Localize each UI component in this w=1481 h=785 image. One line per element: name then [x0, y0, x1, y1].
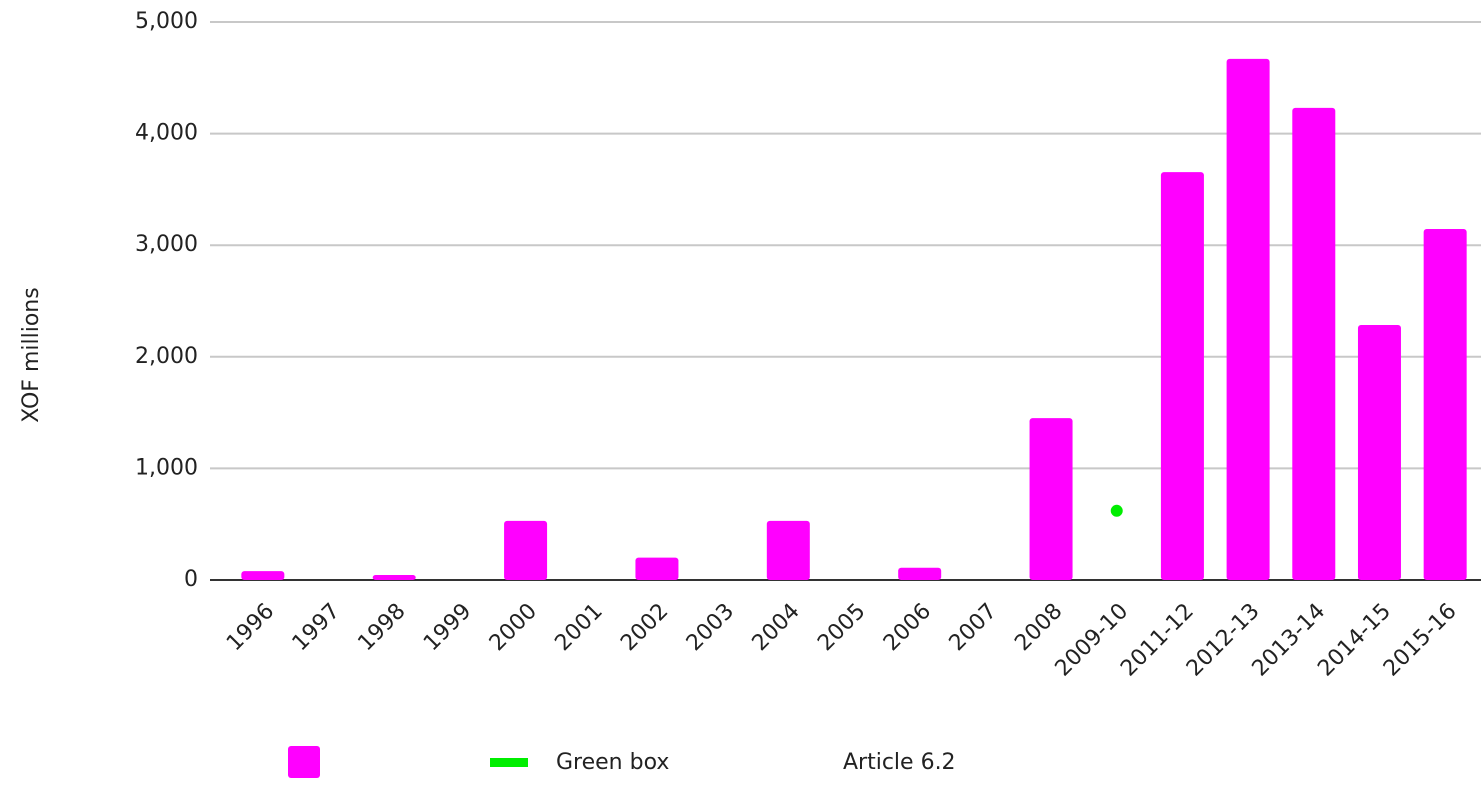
x-tick-label: 1996: [222, 599, 279, 656]
x-tick-label: 1998: [353, 599, 410, 656]
x-tick-label: 1997: [288, 599, 345, 656]
x-tick-label: 2005: [813, 599, 870, 656]
x-tick-label: 2008: [1010, 599, 1067, 656]
y-tick-label: 2,000: [135, 344, 198, 369]
x-tick-label: 1999: [419, 599, 476, 656]
x-tick-label: 2006: [879, 599, 936, 656]
legend-swatch: [490, 758, 528, 767]
bar: [635, 557, 679, 580]
x-tick-label: 2007: [945, 599, 1002, 656]
legend-label: Article 6.2: [843, 750, 956, 775]
y-tick-label: 4,000: [135, 121, 198, 146]
bar: [1160, 172, 1204, 581]
x-tick-label: 2000: [485, 599, 542, 656]
x-tick-label: 2003: [682, 599, 739, 656]
legend-swatch: [288, 746, 320, 778]
y-tick-label: 3,000: [135, 232, 198, 257]
bar: [241, 571, 285, 580]
bar: [1226, 58, 1270, 580]
y-tick-label: 1,000: [135, 455, 198, 480]
bar: [1423, 229, 1467, 580]
bar: [504, 520, 548, 580]
bar: [372, 574, 416, 580]
bar: [1029, 418, 1073, 580]
x-tick-label: 2002: [616, 599, 673, 656]
x-tick-label: 2004: [748, 599, 805, 656]
bar: [1292, 107, 1336, 580]
legend-label: Green box: [556, 750, 669, 775]
bar: [1357, 324, 1401, 580]
bar: [766, 520, 810, 580]
bar: [898, 567, 942, 580]
x-tick-label: 2015-16: [1379, 599, 1462, 682]
y-tick-label: 0: [184, 567, 198, 592]
y-tick-label: 5,000: [135, 9, 198, 34]
x-tick-label: 2001: [550, 599, 607, 656]
point: [1110, 504, 1123, 517]
y-axis-label: XOF millions: [19, 287, 44, 422]
